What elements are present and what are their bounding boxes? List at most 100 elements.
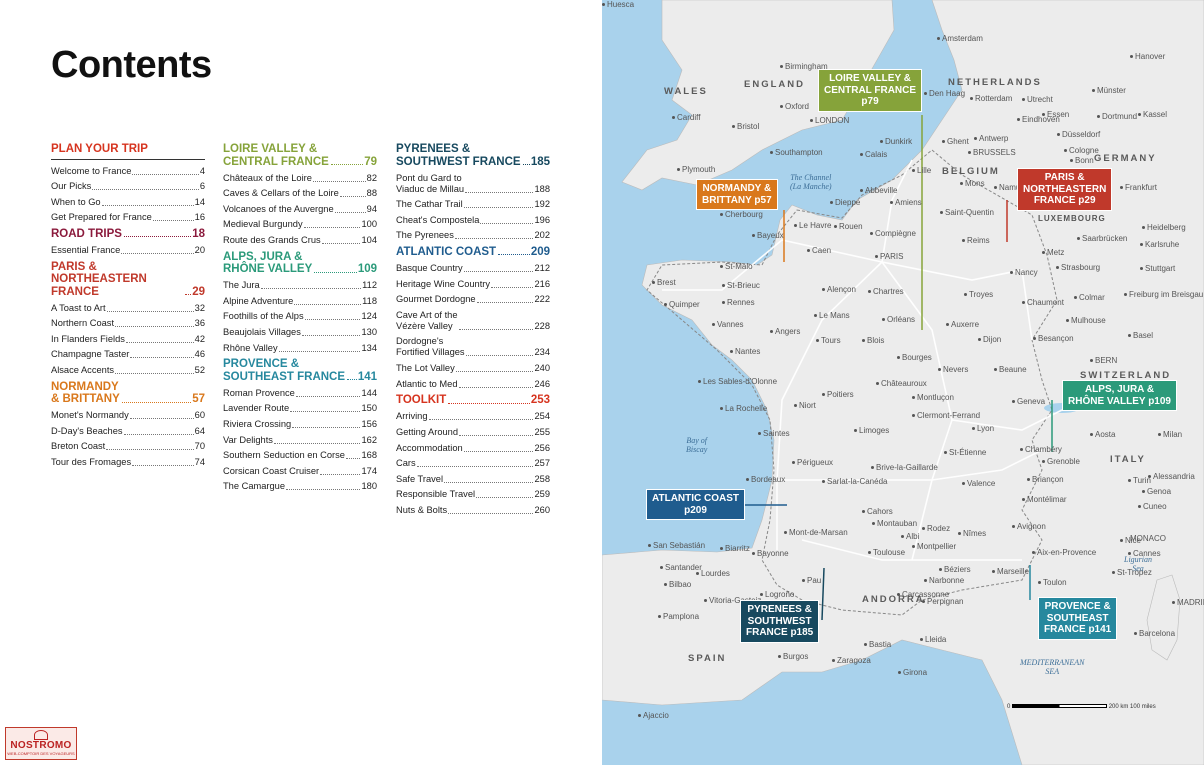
section-title: PROVENCE & SOUTHEAST FRANCE	[223, 358, 346, 383]
toc-entry[interactable]: Foothills of the Alps 124	[223, 311, 377, 322]
callout-pyrenees-southwest[interactable]: PYRENEES & SOUTHWEST FRANCE p185	[740, 600, 820, 643]
toc-entry[interactable]: Cheat's Compostela 196	[396, 215, 550, 226]
toc-entry[interactable]: The Camargue 180	[223, 481, 377, 492]
city-label: Montpellier	[912, 542, 956, 551]
toc-entry[interactable]: D-Day's Beaches 64	[51, 426, 205, 437]
callout-paris-northeastern[interactable]: PARIS & NORTHEASTERN FRANCE p29	[1017, 168, 1113, 211]
city-label: Alessandria	[1148, 472, 1195, 481]
toc-section-heading[interactable]: PLAN YOUR TRIP	[51, 143, 205, 156]
toc-entry[interactable]: Corsican Coast Cruiser 174	[223, 466, 377, 477]
toc-entry[interactable]: Getting Around 255	[396, 427, 550, 438]
toc-entry[interactable]: Medieval Burgundy 100	[223, 219, 377, 230]
toc-entry[interactable]: Var Delights 162	[223, 435, 377, 446]
entry-title: Caves & Cellars of the Loire	[223, 188, 339, 199]
toc-entry[interactable]: Essential France 20	[51, 245, 205, 256]
toc-section-heading[interactable]: ROAD TRIPS 18	[51, 228, 205, 241]
city-label: MADRID	[1172, 598, 1204, 607]
entry-title: Cave Art of the Vézère Valley	[396, 309, 458, 331]
toc-entry[interactable]: Monet's Normandy 60	[51, 410, 205, 421]
toc-entry[interactable]: Châteaux of the Loire 82	[223, 173, 377, 184]
city-label: Clermont-Ferrand	[912, 411, 980, 420]
toc-entry[interactable]: Tour des Fromages 74	[51, 457, 205, 468]
toc-section-heading[interactable]: TOOLKIT 253	[396, 394, 550, 407]
callout-normandy-brittany[interactable]: NORMANDY & BRITTANY p57	[696, 179, 778, 210]
toc-entry[interactable]: Riviera Crossing 156	[223, 419, 377, 430]
toc-entry[interactable]: Caves & Cellars of the Loire 88	[223, 188, 377, 199]
callout-atlantic-coast[interactable]: ATLANTIC COAST p209	[646, 489, 746, 520]
city-label: Bilbao	[664, 580, 691, 589]
toc-entry[interactable]: A Toast to Art 32	[51, 303, 205, 314]
toc-entry[interactable]: Heritage Wine Country 216	[396, 279, 550, 290]
toc-section-heading[interactable]: PARIS & NORTHEASTERN FRANCE 29	[51, 261, 205, 299]
toc-entry[interactable]: Breton Coast 70	[51, 441, 205, 452]
toc-entry[interactable]: Dordogne's Fortified Villages 234	[396, 336, 550, 358]
toc-entry[interactable]: Northern Coast 36	[51, 318, 205, 329]
toc-entry[interactable]: Volcanoes of the Auvergne 94	[223, 204, 377, 215]
toc-section-heading[interactable]: PYRENEES & SOUTHWEST FRANCE 185	[396, 143, 550, 168]
leader-dots	[448, 512, 534, 514]
toc-entry[interactable]: Basque Country 212	[396, 263, 550, 274]
leader-dots	[465, 191, 534, 193]
toc-entry[interactable]: Champagne Taster 46	[51, 349, 205, 360]
toc-entry[interactable]: Get Prepared for France 16	[51, 212, 205, 223]
entry-page-number: 16	[194, 212, 205, 223]
leader-dots	[476, 497, 534, 499]
entry-title: Beaujolais Villages	[223, 326, 301, 337]
city-label: Angers	[770, 327, 800, 336]
leader-dots	[463, 450, 534, 452]
toc-section-heading[interactable]: LOIRE VALLEY & CENTRAL FRANCE 79	[223, 143, 377, 168]
toc-entry[interactable]: Roman Provence 144	[223, 388, 377, 399]
toc-entry[interactable]: Cave Art of the Vézère Valley 228	[396, 310, 550, 332]
toc-entry[interactable]: Pont du Gard to Viaduc de Millau 188	[396, 173, 550, 195]
toc-entry[interactable]: Alpine Adventure 118	[223, 296, 377, 307]
callout-loire-valley[interactable]: LOIRE VALLEY & CENTRAL FRANCE p79	[818, 69, 923, 112]
leader-dots	[123, 236, 192, 238]
city-label: Le Mans	[814, 311, 850, 320]
leader-dots	[106, 449, 194, 451]
toc-entry[interactable]: Responsible Travel 259	[396, 489, 550, 500]
toc-entry[interactable]: The Jura 112	[223, 280, 377, 291]
toc-entry[interactable]: Nuts & Bolts 260	[396, 505, 550, 516]
toc-entry[interactable]: In Flanders Fields 42	[51, 334, 205, 345]
toc-entry[interactable]: Accommodation 256	[396, 443, 550, 454]
toc-entry[interactable]: Atlantic to Med 246	[396, 379, 550, 390]
sea-label: MEDITERRANEAN SEA	[1020, 658, 1085, 676]
toc-section-heading[interactable]: NORMANDY & BRITTANY 57	[51, 381, 205, 406]
toc-entry[interactable]: Beaujolais Villages 130	[223, 327, 377, 338]
entry-title: Breton Coast	[51, 441, 106, 452]
toc-entry[interactable]: Our Picks 6	[51, 181, 205, 192]
toc-entry[interactable]: Welcome to France 4	[51, 166, 205, 177]
toc-entry[interactable]: The Cathar Trail 192	[396, 199, 550, 210]
toc-entry[interactable]: The Pyrenees 202	[396, 230, 550, 241]
city-label: Mont-de-Marsan	[784, 528, 848, 537]
entry-title: Atlantic to Med	[396, 378, 458, 389]
toc-section-heading[interactable]: ALPS, JURA & RHÔNE VALLEY 109	[223, 251, 377, 276]
city-label: Cardiff	[672, 113, 700, 122]
toc-entry[interactable]: The Lot Valley 240	[396, 363, 550, 374]
entry-page-number: 64	[194, 425, 205, 436]
callout-alps-jura[interactable]: ALPS, JURA & RHÔNE VALLEY p109	[1062, 380, 1177, 411]
toc-entry[interactable]: Gourmet Dordogne 222	[396, 294, 550, 305]
leader-dots	[303, 227, 361, 229]
toc-entry[interactable]: When to Go 14	[51, 197, 205, 208]
entry-page-number: 88	[366, 188, 377, 199]
toc-entry[interactable]: Cars 257	[396, 458, 550, 469]
toc-section-heading[interactable]: ATLANTIC COAST 209	[396, 246, 550, 259]
city-label: Amiens	[890, 198, 922, 207]
toc-entry[interactable]: Rhône Valley 134	[223, 343, 377, 354]
city-label: Bordeaux	[746, 475, 785, 484]
toc-section: PYRENEES & SOUTHWEST FRANCE 185 Pont du Ga…	[396, 143, 550, 241]
entry-title: Medieval Burgundy	[223, 219, 303, 230]
toc-section-heading[interactable]: PROVENCE & SOUTHEAST FRANCE 141	[223, 358, 377, 383]
toc-entry[interactable]: Route des Grands Crus 104	[223, 235, 377, 246]
logo-tagline: WEB-COMPTOIR DES VOYAGEURS	[7, 751, 75, 756]
toc-entry[interactable]: Southern Seduction en Corse 168	[223, 450, 377, 461]
leader-dots	[92, 189, 199, 191]
toc-entry[interactable]: Lavender Route 150	[223, 403, 377, 414]
toc-entry[interactable]: Safe Travel 258	[396, 474, 550, 485]
city-label: Brive-la-Gaillarde	[871, 463, 938, 472]
callout-provence-southeast[interactable]: PROVENCE & SOUTHEAST FRANCE p141	[1038, 597, 1118, 640]
toc-entry[interactable]: Alsace Accents 52	[51, 365, 205, 376]
toc-entry[interactable]: Arriving 254	[396, 411, 550, 422]
city-label: Cannes	[1128, 549, 1161, 558]
